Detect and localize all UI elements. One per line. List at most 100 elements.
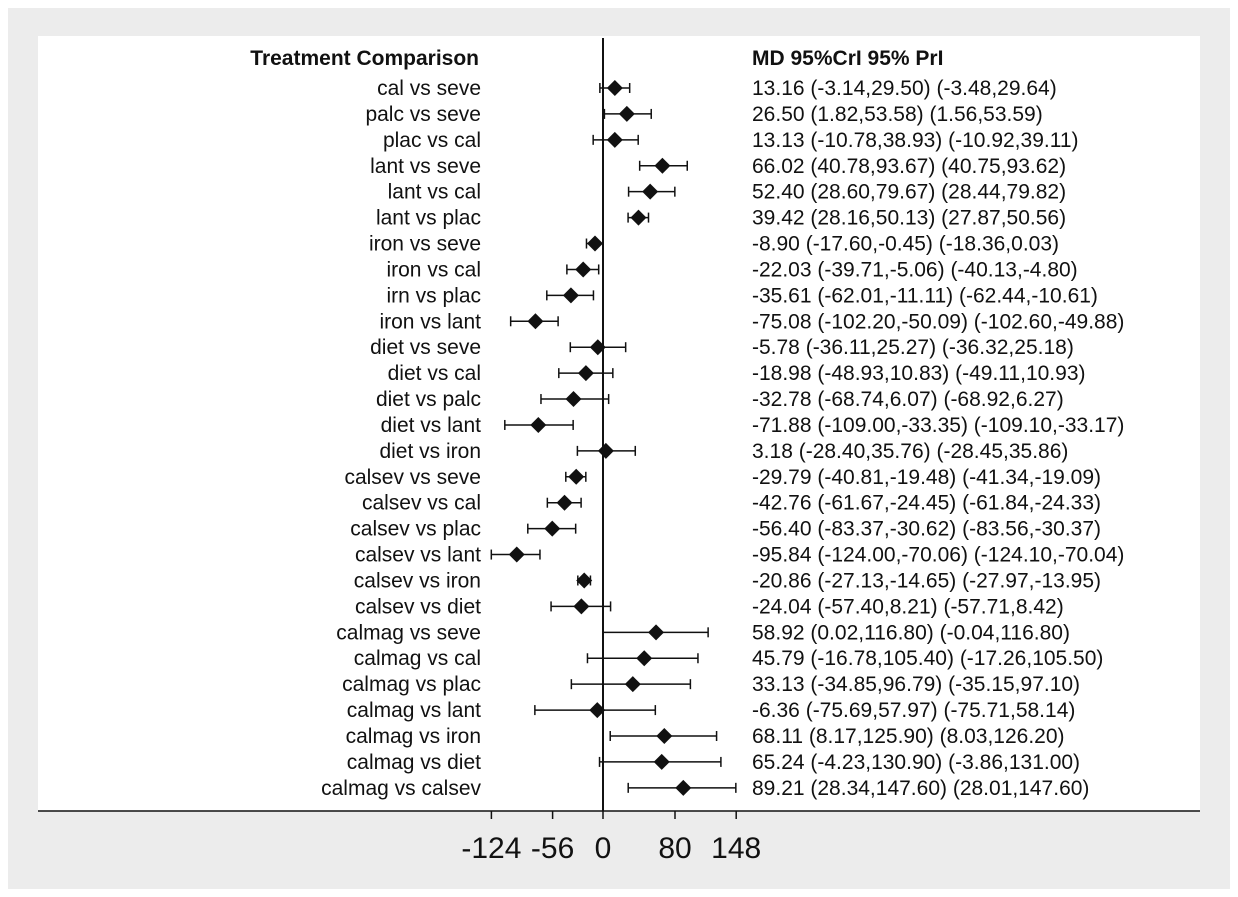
row-label: calsev vs iron <box>354 569 481 592</box>
forest-row: iron vs cal -22.03 (-39.71,-5.06) (-40.13… <box>386 258 1077 281</box>
row-label: diet vs cal <box>388 362 481 385</box>
row-value-text: 58.92 (0.02,116.80) (-0.04,116.80) <box>752 621 1070 644</box>
row-value-text: 13.13 (-10.78,38.93) (-10.92,39.11) <box>752 129 1079 152</box>
plot-panel <box>38 36 1200 811</box>
row-label: plac vs cal <box>383 129 481 152</box>
estimate-diamond <box>577 365 594 382</box>
forest-row: calsev vs plac -56.40 (-83.37,-30.62) (-8… <box>350 518 1101 541</box>
forest-row: calmag vs cal 45.79 (-16.78,105.40) (-17.… <box>354 647 1104 670</box>
row-value-text: -24.04 (-57.40,8.21) (-57.71,8.42) <box>752 595 1064 618</box>
row-label: calmag vs calsev <box>321 777 481 800</box>
estimate-diamond <box>653 753 670 770</box>
estimate-diamond <box>642 183 659 200</box>
row-label: diet vs seve <box>370 336 481 359</box>
estimate-diamond <box>556 494 573 511</box>
row-label: diet vs lant <box>381 414 482 437</box>
row-value-text: 52.40 (28.60,79.67) (28.44,79.82) <box>752 181 1066 204</box>
forest-row: palc vs seve 26.50 (1.82,53.58) (1.56,53.… <box>365 103 1042 126</box>
estimate-diamond <box>575 261 592 278</box>
estimate-diamond <box>675 779 692 796</box>
row-label: calmag vs diet <box>347 751 481 774</box>
row-label: iron vs lant <box>379 310 481 333</box>
row-value-text: 45.79 (-16.78,105.40) (-17.26,105.50) <box>752 647 1103 670</box>
row-label: cal vs seve <box>377 77 481 100</box>
estimate-diamond <box>636 650 653 667</box>
row-label: calmag vs cal <box>354 647 481 670</box>
forest-row: calmag vs lant -6.36 (-75.69,57.97) (-75.… <box>347 699 1076 722</box>
x-tick-label: 148 <box>711 832 761 865</box>
forest-row: diet vs seve -5.78 (-36.11,25.27) (-36.32… <box>370 336 1074 359</box>
estimate-diamond <box>589 702 606 719</box>
forest-row: diet vs lant -71.88 (-109.00,-33.35) (-10… <box>381 414 1125 437</box>
row-value-text: 68.11 (8.17,125.90) (8.03,126.20) <box>752 725 1065 748</box>
forest-row: calmag vs plac 33.13 (-34.85,96.79) (-35.… <box>342 673 1080 696</box>
forest-row: lant vs seve 66.02 (40.78,93.67) (40.75,9… <box>370 155 1066 178</box>
row-value-text: -8.90 (-17.60,-0.45) (-18.36,0.03) <box>752 233 1059 256</box>
forest-row: iron vs lant -75.08 (-102.20,-50.09) (-10… <box>379 310 1124 333</box>
estimate-diamond <box>630 209 647 226</box>
forest-row: diet vs palc -32.78 (-68.74,6.07) (-68.92… <box>376 388 1064 411</box>
estimate-diamond <box>530 416 547 433</box>
forest-row: diet vs cal -18.98 (-48.93,10.83) (-49.11… <box>388 362 1086 385</box>
row-value-text: -35.61 (-62.01,-11.11) (-62.44,-10.61) <box>752 284 1098 307</box>
forest-row: calmag vs iron 68.11 (8.17,125.90) (8.03,… <box>346 725 1065 748</box>
estimate-diamond <box>586 235 603 252</box>
row-label: diet vs palc <box>376 388 481 411</box>
row-value-text: 89.21 (28.34,147.60) (28.01,147.60) <box>752 777 1089 800</box>
row-value-text: 33.13 (-34.85,96.79) (-35.15,97.10) <box>752 673 1080 696</box>
forest-row: calsev vs cal -42.76 (-61.67,-24.45) (-61… <box>362 492 1101 515</box>
row-label: irn vs plac <box>386 284 481 307</box>
estimate-diamond <box>606 80 623 96</box>
estimate-diamond <box>508 546 525 563</box>
row-value-text: -71.88 (-109.00,-33.35) (-109.10,-33.17) <box>752 414 1124 437</box>
row-label: lant vs seve <box>370 155 481 178</box>
forest-row: calsev vs lant -95.84 (-124.00,-70.06) (-… <box>355 544 1124 567</box>
row-value-text: -22.03 (-39.71,-5.06) (-40.13,-4.80) <box>752 258 1078 281</box>
row-value-text: 66.02 (40.78,93.67) (40.75,93.62) <box>752 155 1066 178</box>
row-value-text: -56.40 (-83.37,-30.62) (-83.56,-30.37) <box>752 518 1101 541</box>
row-label: diet vs iron <box>379 440 481 463</box>
row-label: calsev vs lant <box>355 544 481 567</box>
row-label: lant vs plac <box>376 207 481 230</box>
row-label: calmag vs iron <box>346 725 481 748</box>
row-value-text: 13.16 (-3.14,29.50) (-3.48,29.64) <box>752 77 1057 100</box>
row-label: iron vs cal <box>386 258 481 281</box>
row-value-text: -32.78 (-68.74,6.07) (-68.92,6.27) <box>752 388 1064 411</box>
row-label: palc vs seve <box>365 103 481 126</box>
estimate-diamond <box>618 105 635 122</box>
estimate-diamond <box>544 520 561 537</box>
estimate-diamond <box>597 442 614 459</box>
x-tick-label: 80 <box>658 832 691 865</box>
rows-layer: cal vs seve 13.16 (-3.14,29.50) (-3.48,29… <box>321 77 1124 800</box>
estimate-diamond <box>565 391 582 408</box>
row-value-text: -95.84 (-124.00,-70.06) (-124.10,-70.04) <box>752 544 1124 567</box>
estimate-diamond <box>589 339 606 356</box>
x-tick-label: -56 <box>531 832 574 865</box>
row-label: calsev vs cal <box>362 492 481 515</box>
estimate-diamond <box>527 313 544 330</box>
forest-row: calmag vs calsev 89.21 (28.34,147.60) (28… <box>321 777 1089 800</box>
forest-row: lant vs cal 52.40 (28.60,79.67) (28.44,79… <box>388 181 1066 204</box>
estimate-diamond <box>654 157 671 174</box>
row-value-text: -18.98 (-48.93,10.83) (-49.11,10.93) <box>752 362 1086 385</box>
estimate-diamond <box>624 676 641 693</box>
forest-row: calsev vs seve -29.79 (-40.81,-19.48) (-4… <box>344 466 1101 489</box>
right-header: MD 95%CrI 95% PrI <box>752 47 943 70</box>
forest-row: diet vs iron 3.18 (-28.40,35.76) (-28.45,… <box>379 440 1068 463</box>
estimate-diamond <box>562 287 579 304</box>
forest-row: calmag vs diet 65.24 (-4.23,130.90) (-3.8… <box>347 751 1080 774</box>
row-value-text: -20.86 (-27.13,-14.65) (-27.97,-13.95) <box>752 569 1101 592</box>
forest-row: lant vs plac 39.42 (28.16,50.13) (27.87,5… <box>376 207 1066 230</box>
row-label: calsev vs diet <box>355 595 481 618</box>
row-label: calmag vs lant <box>347 699 481 722</box>
row-label: lant vs cal <box>388 181 481 204</box>
left-header: Treatment Comparison <box>250 47 479 70</box>
row-label: calsev vs plac <box>350 518 481 541</box>
row-value-text: 39.42 (28.16,50.13) (27.87,50.56) <box>752 207 1066 230</box>
row-value-text: -75.08 (-102.20,-50.09) (-102.60,-49.88) <box>752 310 1124 333</box>
row-value-text: -42.76 (-61.67,-24.45) (-61.84,-24.33) <box>752 492 1101 515</box>
row-label: iron vs seve <box>369 233 481 256</box>
row-label: calsev vs seve <box>344 466 481 489</box>
